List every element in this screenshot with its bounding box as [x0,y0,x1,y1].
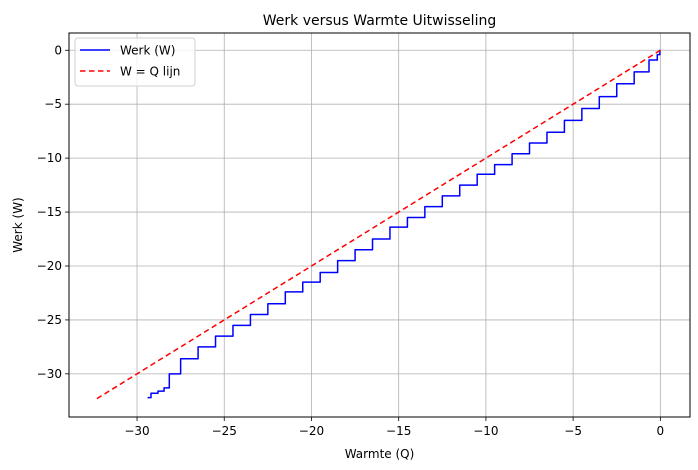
series-wq-line [96,49,661,400]
legend-label-wq: W = Q lijn [120,65,180,79]
plot-series [96,49,661,400]
legend: Werk (W) W = Q lijn [74,37,196,87]
y-axis-ticks: 0 −5 −10 −15 −20 −25 −30 [37,43,69,381]
y-tick-label: −20 [37,259,62,273]
y-tick-label: 0 [54,43,62,57]
y-tick-label: −5 [44,97,62,111]
y-tick-label: −10 [37,151,62,165]
legend-label-werk: Werk (W) [120,44,175,58]
y-axis-label: Werk (W) [11,197,25,252]
x-tick-label: −30 [124,424,149,438]
x-tick-label: −10 [473,424,498,438]
grid-lines [69,33,690,417]
axes-frame [68,32,691,418]
x-axis-label: Warmte (Q) [345,447,415,461]
y-tick-label: −30 [37,367,62,381]
x-tick-label: −20 [299,424,324,438]
chart-title: Werk versus Warmte Uitwisseling [263,13,496,29]
x-tick-label: −25 [212,424,237,438]
y-tick-label: −25 [37,313,62,327]
x-tick-label: 0 [657,424,665,438]
x-tick-label: −15 [386,424,411,438]
x-tick-label: −5 [564,424,582,438]
x-axis-ticks: −30 −25 −20 −15 −10 −5 0 [124,417,664,438]
series-werk-line [147,49,661,399]
y-tick-label: −15 [37,205,62,219]
